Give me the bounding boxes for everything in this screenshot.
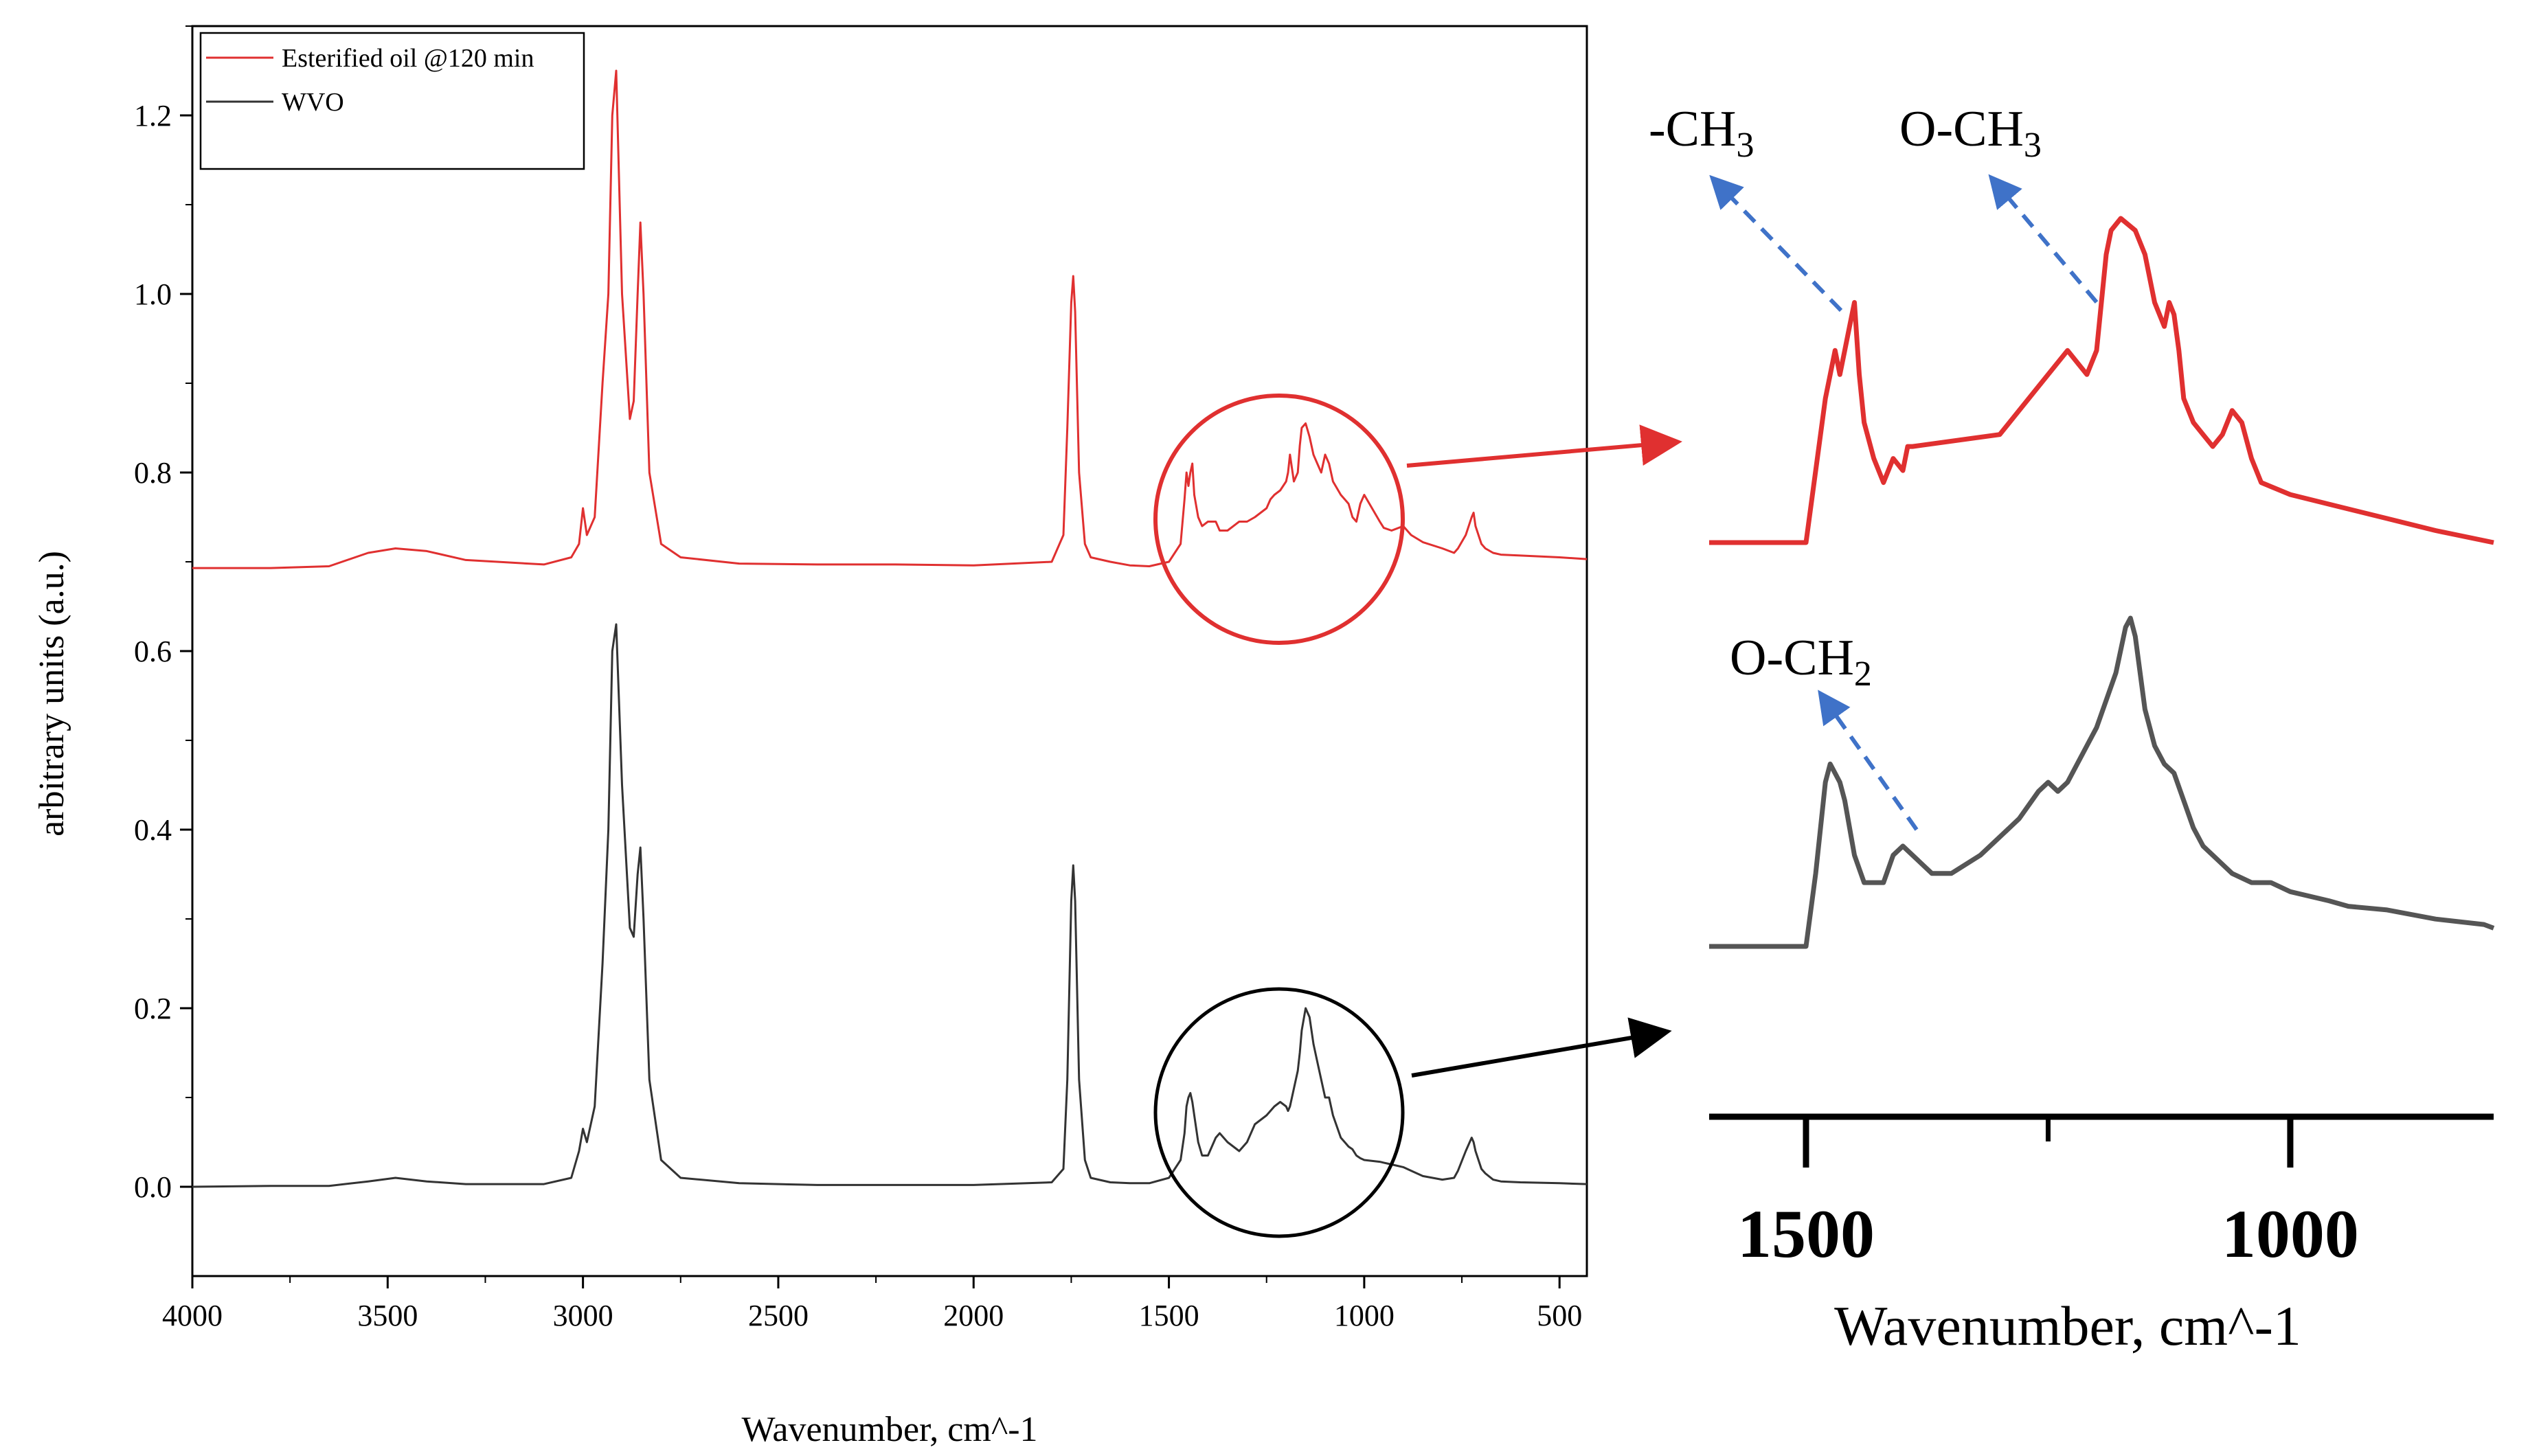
zoom-chart: 1500 1000 Wavenumber, cm^-1 -CH3 O-CH3 O-… [1649,101,2495,1357]
legend-label-esterified: Esterified oil @120 min [282,44,534,73]
legend-label-wvo: WVO [282,88,344,117]
main-y-tick-label: 0.6 [134,635,172,668]
main-y-tick-label: 0.8 [134,456,172,490]
main-y-tick-label: 0.2 [134,992,172,1025]
zoom-series-line-esterified [1709,216,2494,545]
main-x-tick-label: 1500 [1139,1299,1199,1332]
main-x-tick-label: 3000 [553,1299,613,1332]
annotation-och3-subscript: 3 [2024,126,2042,165]
main-x-axis: 4000 3500 3000 2500 2000 1500 1000 500 [162,1276,1582,1332]
annotation-och2-arrow [1818,690,1919,831]
main-x-tick-label: 4000 [162,1299,223,1332]
main-y-axis: 0.0 0.2 0.4 0.6 0.8 1.0 1.2 [134,25,192,1204]
main-x-tick-label: 2000 [943,1299,1004,1332]
zoom-x-axis: 1500 1000 [1737,1117,2359,1272]
zoom-x-axis-title: Wavenumber, cm^-1 [1834,1295,2301,1357]
main-series-group [192,69,1588,1188]
zoom-x-tick-label: 1000 [2222,1196,2359,1272]
annotation-och3-label: O-CH3 [1899,101,2042,165]
annotation-och3-text: O-CH [1899,101,2024,157]
annotation-och3-arrow [1988,174,2099,304]
annotation-och2-subscript: 2 [1854,655,1872,694]
zoom-series-line-wvo [1709,615,2495,949]
series-line-esterified [192,69,1588,569]
main-plot-frame [191,25,1588,1277]
series-line-wvo [192,623,1588,1188]
annotation-och2-text: O-CH [1730,630,1854,686]
legend: Esterified oil @120 min WVO [199,32,585,170]
annotation-och3: O-CH3 [1899,101,2099,304]
main-x-tick-label: 3500 [357,1299,418,1332]
zoom-arrow-esterified [1406,424,1682,468]
main-y-tick-label: 0.4 [134,813,172,847]
zoom-circle-wvo [1153,987,1405,1238]
annotation-ch3: -CH3 [1649,101,1843,312]
zoom-arrow-wvo [1411,1017,1672,1078]
annotation-ch3-text: -CH [1649,101,1736,157]
annotation-ch3-subscript: 3 [1736,126,1754,165]
main-y-tick-label: 1.0 [134,277,172,311]
main-y-tick-label: 1.2 [134,99,172,133]
main-y-axis-title: arbitrary units (a.u.) [32,551,71,837]
main-x-tick-label: 2500 [748,1299,809,1332]
zoom-x-tick-label: 1500 [1737,1196,1875,1272]
main-chart: 4000 3500 3000 2500 2000 1500 1000 500 0.00.20.… [32,25,1588,1449]
zoom-series-group [1709,216,2495,949]
zoom-circle-esterified [1153,394,1405,645]
main-x-tick-label: 500 [1537,1299,1582,1332]
annotation-ch3-arrow [1709,174,1843,312]
annotation-och2: O-CH2 [1730,630,1919,831]
main-y-tick-label: 0.0 [134,1170,172,1204]
annotation-ch3-label: -CH3 [1649,101,1754,165]
main-x-tick-label: 1000 [1334,1299,1395,1332]
main-x-axis-title: Wavenumber, cm^-1 [741,1410,1037,1449]
annotation-och2-label: O-CH2 [1730,630,1872,694]
